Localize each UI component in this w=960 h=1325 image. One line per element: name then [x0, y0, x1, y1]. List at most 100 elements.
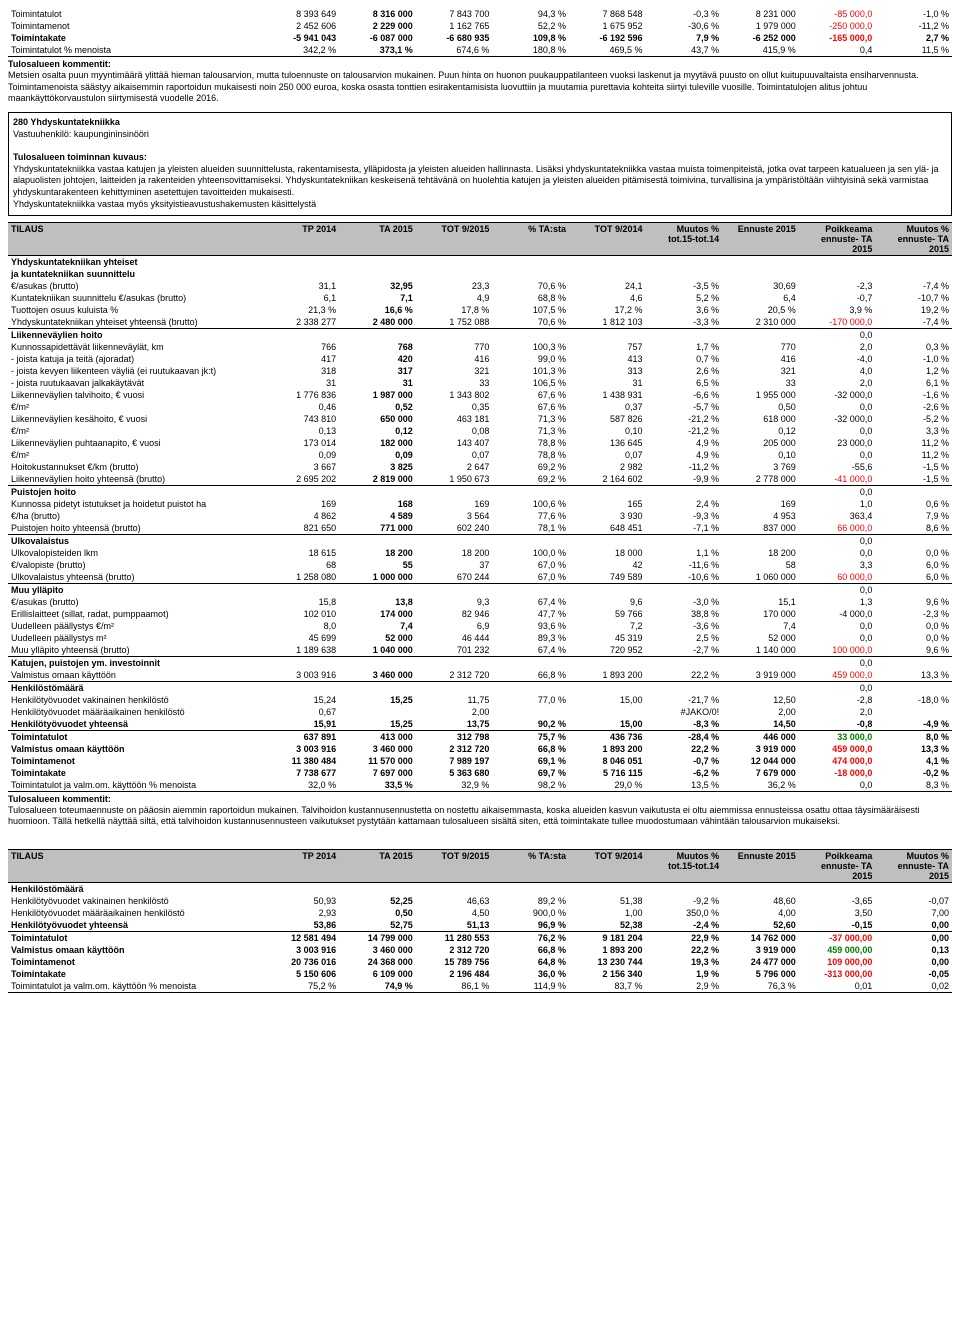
cell: 7 738 677	[263, 767, 340, 779]
cell: 3,6 %	[646, 304, 723, 316]
cell: 11,75	[416, 694, 493, 706]
cell: 8,0	[263, 620, 340, 632]
cell: 60 000,0	[799, 571, 876, 584]
cell: -32 000,0	[799, 389, 876, 401]
cell: 4,50	[416, 907, 493, 919]
cell: 416	[722, 353, 799, 365]
cell: -21,2 %	[646, 425, 723, 437]
cell: 2,0	[799, 341, 876, 353]
cell: 22,2 %	[646, 944, 723, 956]
cell: 64,8 %	[492, 956, 569, 968]
cell: 436 736	[569, 730, 646, 743]
cell: 0,7 %	[646, 353, 723, 365]
cell: -0,3 %	[646, 8, 723, 20]
cell: 66,8 %	[492, 743, 569, 755]
cell: 1 343 802	[416, 389, 493, 401]
cell: -2,3 %	[875, 608, 952, 620]
col-header: TILAUS	[8, 850, 263, 883]
cell: 7,4	[722, 620, 799, 632]
cell: 18 200	[722, 547, 799, 559]
row-label: €/m²	[8, 401, 263, 413]
cell: 7 989 197	[416, 755, 493, 767]
cell: 2 156 340	[569, 968, 646, 980]
row-label: Yhdyskuntatekniikan yhteiset yhteensä (b…	[8, 316, 263, 329]
cell: 66,8 %	[492, 944, 569, 956]
cell: 0,00	[875, 956, 952, 968]
cell: 3 003 916	[263, 743, 340, 755]
cell: 59 766	[569, 608, 646, 620]
cell: 16,6 %	[339, 304, 416, 316]
cell: 1 893 200	[569, 944, 646, 956]
cell: 3 003 916	[263, 669, 340, 682]
cell: 3,50	[799, 907, 876, 919]
row-label: Kunnossa pidetyt istutukset ja hoidetut …	[8, 498, 263, 510]
cell: 317	[339, 365, 416, 377]
cell: 33 000,0	[799, 730, 876, 743]
cell: -250 000,0	[799, 20, 876, 32]
cell: 18 200	[339, 547, 416, 559]
cell: 1 776 836	[263, 389, 340, 401]
cell: 1 893 200	[569, 669, 646, 682]
cell: 58	[722, 559, 799, 571]
cell: 2 229 000	[339, 20, 416, 32]
cell: 136 645	[569, 437, 646, 449]
cell: 15,8	[263, 596, 340, 608]
cell: -2,3	[799, 280, 876, 292]
cell: 30,69	[722, 280, 799, 292]
cell: -7,4 %	[875, 280, 952, 292]
cell: 459 000,0	[799, 669, 876, 682]
description-box: 280 Yhdyskuntatekniikka Vastuuhenkilö: k…	[8, 112, 952, 216]
cell: 3 003 916	[263, 944, 340, 956]
cell: -313 000,00	[799, 968, 876, 980]
cell: 7 868 548	[569, 8, 646, 20]
cell: 182 000	[339, 437, 416, 449]
cell: 9,3	[416, 596, 493, 608]
cell: 1 675 952	[569, 20, 646, 32]
cell: 5 150 606	[263, 968, 340, 980]
commentary-title: Tulosalueen kommentit:	[8, 59, 111, 69]
cell: 2,4 %	[646, 498, 723, 510]
cell: 67,0 %	[492, 571, 569, 584]
section-number: 280 Yhdyskuntatekniikka	[13, 117, 120, 127]
row-label: Ulkovalopisteiden lkm	[8, 547, 263, 559]
cell: -7,4 %	[875, 316, 952, 329]
cell: 66 000,0	[799, 522, 876, 535]
cell: -4 000,0	[799, 608, 876, 620]
cell: 5 363 680	[416, 767, 493, 779]
cell: -6 252 000	[722, 32, 799, 44]
row-label: €/asukas (brutto)	[8, 280, 263, 292]
cell: 13,5 %	[646, 779, 723, 792]
cell: 0,00	[875, 932, 952, 945]
cell: 1 438 931	[569, 389, 646, 401]
cell: 2 312 720	[416, 743, 493, 755]
cell: 2 310 000	[722, 316, 799, 329]
row-label: Tuottojen osuus kuluista %	[8, 304, 263, 316]
cell: -11,2 %	[875, 20, 952, 32]
cell: 109 000,00	[799, 956, 876, 968]
cell: 321	[722, 365, 799, 377]
cell: 2 778 000	[722, 473, 799, 486]
cell: 11,2 %	[875, 437, 952, 449]
cell: 0,09	[339, 449, 416, 461]
cell: 100,3 %	[492, 341, 569, 353]
cell: 6,9	[416, 620, 493, 632]
row-label: Toimintatulot	[8, 932, 263, 945]
row-label: Henkilötyövuodet vakinainen henkilöstö	[8, 895, 263, 907]
cell: 18 200	[416, 547, 493, 559]
cell: -11,2 %	[646, 461, 723, 473]
cell: 7 843 700	[416, 8, 493, 20]
cell: 11 280 553	[416, 932, 493, 945]
cell: -9,9 %	[646, 473, 723, 486]
section-title: Muu ylläpito	[8, 583, 263, 596]
top-summary-table: Toimintatulot8 393 6498 316 0007 843 700…	[8, 8, 952, 57]
desc-body: Yhdyskuntatekniikka vastaa katujen ja yl…	[13, 164, 939, 197]
cell: 51,38	[569, 895, 646, 907]
col-header: Muutos %ennuste- TA 2015	[875, 850, 952, 883]
cell: 701 232	[416, 644, 493, 657]
row-label: Toimintatulot ja valm.om. käyttöön % men…	[8, 779, 263, 792]
row-label: Valmistus omaan käyttöön	[8, 669, 263, 682]
cell: 78,8 %	[492, 437, 569, 449]
cell: 33	[722, 377, 799, 389]
cell: 77,0 %	[492, 694, 569, 706]
cell: -18 000,0	[799, 767, 876, 779]
